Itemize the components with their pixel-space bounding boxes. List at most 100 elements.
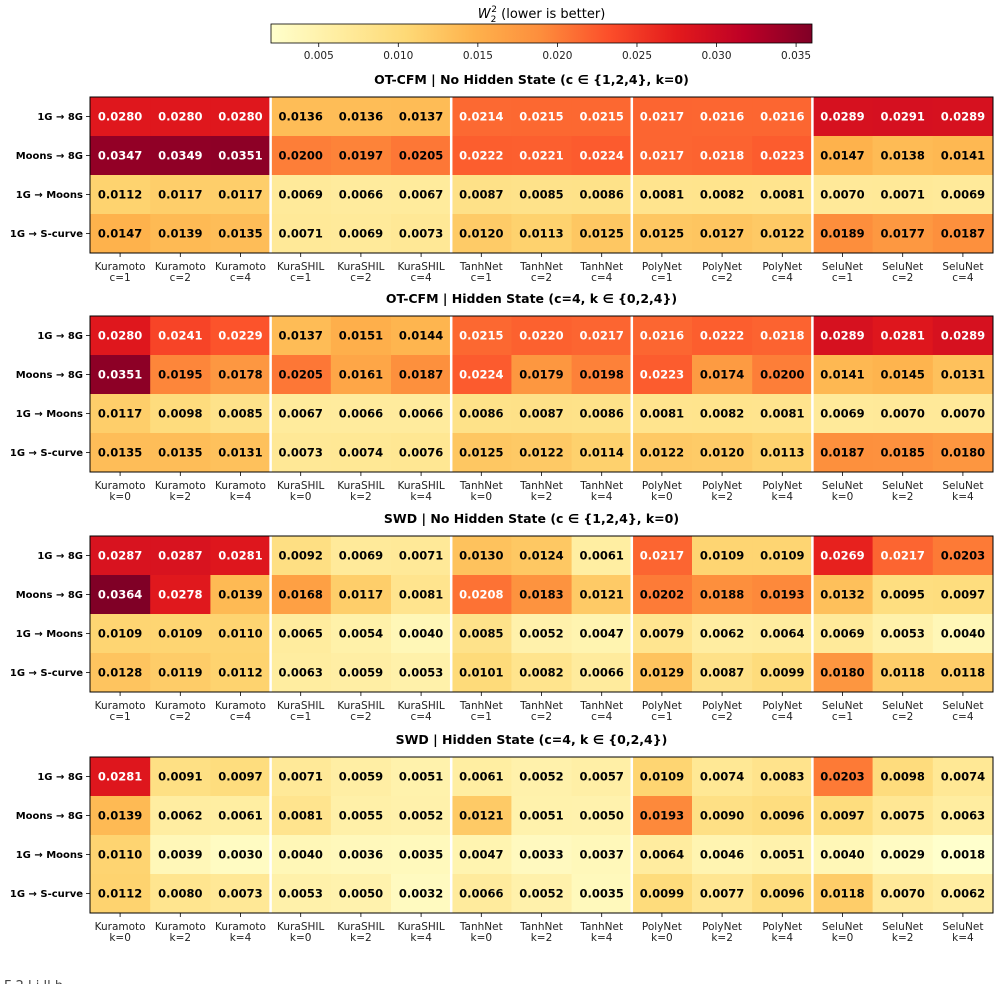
heatmap-cell [812,796,874,836]
cell-value-label: 0.0222 [700,329,744,343]
cell-value-label: 0.0069 [279,188,323,202]
cell-value-label: 0.0052 [519,887,563,901]
cell-value-label: 0.0081 [279,809,323,823]
heatmap-cell [210,175,272,215]
cell-value-label: 0.0066 [339,407,383,421]
heatmap-cell [270,136,332,176]
column-label-model: KuraSHIL [337,921,384,933]
heatmap-cell [932,394,994,434]
heatmap-cell [812,575,874,615]
heatmap-cell [150,394,211,434]
heatmap-cell [270,835,332,875]
heatmap-cell [631,575,693,615]
heatmap-cell [270,757,332,797]
heatmap-cell [812,136,874,176]
cell-value-label: 0.0096 [760,887,804,901]
cell-value-label: 0.0139 [218,588,262,602]
cell-value-label: 0.0109 [760,549,804,563]
cell-value-label: 0.0124 [519,549,563,563]
heatmap-cell [511,536,573,576]
cell-value-label: 0.0117 [158,188,202,202]
row-label: 1G → S-curve [10,889,83,900]
column-label-param: k=2 [531,932,553,944]
heatmap-cell [511,757,573,797]
cell-value-label: 0.0081 [399,588,443,602]
heatmap-cell [752,97,813,137]
column-label-param: k=2 [711,491,733,503]
heatmap-cell [932,757,994,797]
heatmap-cell [872,757,934,797]
heatmap-cell [692,433,753,473]
cell-value-label: 0.0217 [640,110,684,124]
heatmap-cell [752,614,813,654]
row-label: 1G → Moons [16,850,83,861]
column-label-model: TanhNet [459,480,503,492]
column-label-param: k=2 [350,491,372,503]
heatmap-cell [90,394,151,434]
cell-value-label: 0.0200 [279,149,323,163]
heatmap-cell [391,316,452,356]
cell-value-label: 0.0281 [98,770,142,784]
cell-value-label: 0.0217 [881,549,925,563]
cell-value-label: 0.0216 [760,110,804,124]
cell-value-label: 0.0135 [98,446,142,460]
cell-value-label: 0.0349 [158,149,202,163]
cell-value-label: 0.0289 [941,329,985,343]
column-label-param: k=2 [170,491,192,503]
cell-value-label: 0.0197 [339,149,383,163]
cell-value-label: 0.0109 [640,770,684,784]
column-label-model: KuraSHIL [337,261,384,273]
cell-value-label: 0.0208 [459,588,503,602]
cell-value-label: 0.0215 [459,329,503,343]
cell-value-label: 0.0061 [459,770,503,784]
heatmap-cell [270,536,332,576]
column-label-param: c=1 [109,711,130,723]
cell-value-label: 0.0083 [760,770,804,784]
heatmap-cell [210,874,272,914]
cell-value-label: 0.0287 [158,549,202,563]
heatmap-cell [571,653,633,693]
column-label-model: Kuramoto [155,480,206,492]
column-label-param: k=4 [230,932,252,944]
cell-value-label: 0.0081 [640,407,684,421]
column-label-param: c=2 [350,711,371,723]
colorbar-tick-label: 0.005 [304,50,334,62]
column-label-param: k=2 [170,932,192,944]
cell-value-label: 0.0127 [700,227,744,241]
cell-value-label: 0.0145 [881,368,925,382]
cell-value-label: 0.0136 [339,110,383,124]
column-label-model: SeluNet [882,480,923,492]
heatmap-cell [210,796,272,836]
cell-value-label: 0.0280 [98,329,142,343]
heatmap-cell [210,653,272,693]
cell-value-label: 0.0118 [881,666,925,680]
column-label-param: c=4 [772,711,794,723]
heatmap-cell [511,614,573,654]
cell-value-label: 0.0074 [700,770,744,784]
heatmap-cell [812,316,874,356]
cell-value-label: 0.0064 [640,848,684,862]
column-label-model: Kuramoto [155,261,206,273]
cell-value-label: 0.0180 [820,666,864,680]
heatmap-cell [631,433,693,473]
cell-value-label: 0.0135 [158,446,202,460]
colorbar: W22 (lower is better) 0.005 0.010 0.015 0.02… [270,5,813,62]
heatmap-cell [511,136,573,176]
cell-value-label: 0.0112 [98,188,142,202]
heatmap-cell [571,575,633,615]
cell-value-label: 0.0161 [339,368,383,382]
column-label-model: KuraSHIL [397,261,444,273]
heatmap-cell [451,536,512,576]
cell-value-label: 0.0215 [580,110,624,124]
cell-value-label: 0.0117 [339,588,383,602]
heatmap-cell [330,575,392,615]
heatmap-cell [511,653,573,693]
cell-value-label: 0.0069 [339,549,383,563]
row-label: 1G → S-curve [10,668,83,679]
panel-title: OT-CFM | No Hidden State (c ∈ {1,2,4}, k… [374,72,689,87]
cell-value-label: 0.0029 [881,848,925,862]
column-label-model: SeluNet [822,921,863,933]
cell-value-label: 0.0202 [640,588,684,602]
heatmap-cell [631,835,693,875]
